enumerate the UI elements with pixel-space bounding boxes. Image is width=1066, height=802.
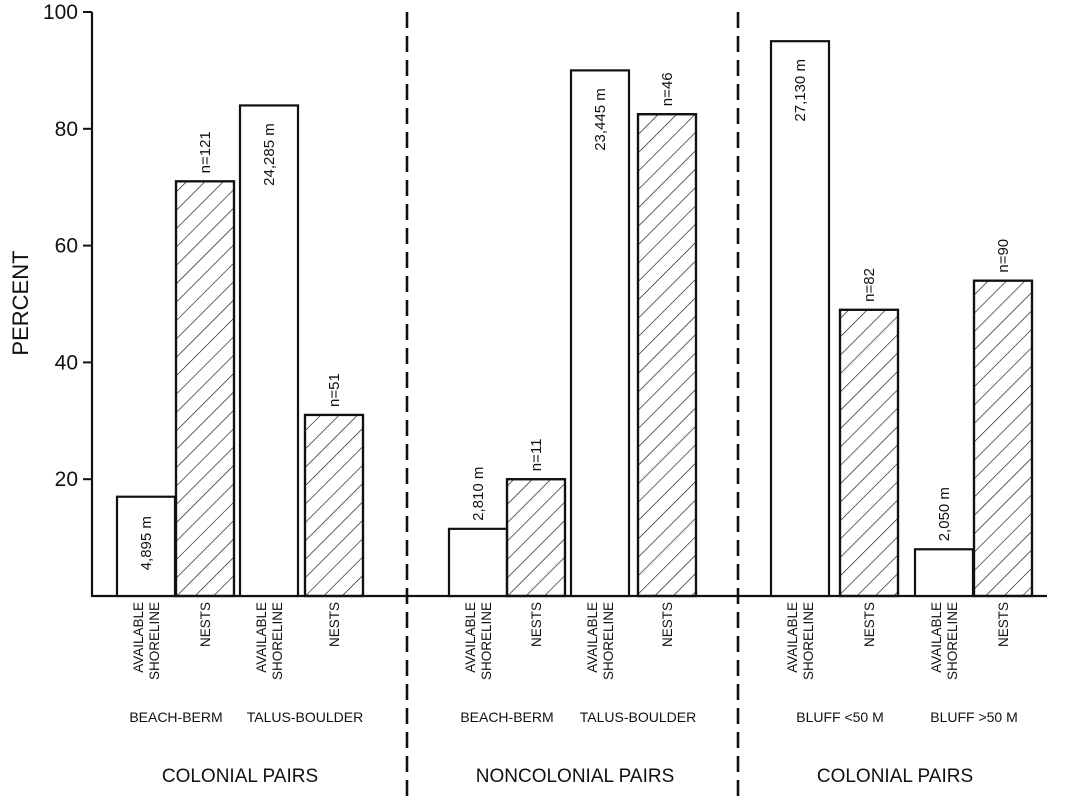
bar-nests-outline	[174, 180, 236, 598]
category-label-word: AVAILABLE	[929, 602, 944, 673]
y-ticks: 20 40 60 80 100	[43, 1, 92, 491]
bar-nests	[636, 113, 698, 598]
y-tick-label: 40	[55, 351, 78, 374]
category-label-word: AVAILABLE	[254, 602, 269, 673]
shoreline-length-label: 2,050 m	[936, 487, 953, 541]
bar-nests-outline	[838, 308, 900, 598]
group-label: COLONIAL PAIRS	[817, 766, 973, 787]
y-tick-label: 100	[43, 1, 78, 24]
group-labels: COLONIAL PAIRS NONCOLONIAL PAIRS COLONIAL …	[162, 766, 973, 787]
habitat-label: BEACH-BERM	[460, 709, 553, 725]
category-label-word: AVAILABLE	[785, 602, 800, 673]
bar-available-shoreline	[115, 495, 177, 598]
bar-nests-outline	[303, 413, 365, 598]
category-label-word: NESTS	[327, 602, 342, 647]
nests-count-label: n=90	[995, 239, 1012, 273]
nests-count-label: n=82	[861, 268, 878, 302]
category-label-word: SHORELINE	[270, 602, 285, 680]
nests-count-label: n=51	[326, 373, 343, 407]
bar-nests	[838, 308, 900, 598]
bar-available-shoreline	[569, 69, 631, 598]
category-label-word: SHORELINE	[479, 602, 494, 680]
y-tick-label: 20	[55, 468, 78, 491]
bars	[115, 40, 1034, 598]
nests-count-label: n=46	[659, 72, 676, 106]
category-label-word: AVAILABLE	[131, 602, 146, 673]
habitat-label: TALUS-BOULDER	[247, 709, 363, 725]
category-labels: AVAILABLE SHORELINE NESTS AVAILABLE SHORELIN…	[131, 602, 1011, 680]
category-label-word: NESTS	[660, 602, 675, 647]
category-label-word: NESTS	[996, 602, 1011, 647]
y-tick-label: 60	[55, 235, 78, 258]
category-label-word: AVAILABLE	[585, 602, 600, 673]
habitat-label: BEACH-BERM	[129, 709, 222, 725]
bar-nests	[505, 478, 567, 598]
bar-nests	[303, 413, 365, 598]
group-label: NONCOLONIAL PAIRS	[476, 766, 675, 787]
nests-count-label: n=11	[528, 439, 545, 472]
bar-nests-outline	[505, 478, 567, 598]
category-label-word: SHORELINE	[945, 602, 960, 680]
habitat-label: TALUS-BOULDER	[580, 709, 696, 725]
category-label-word: SHORELINE	[147, 602, 162, 680]
group-label: COLONIAL PAIRS	[162, 766, 318, 787]
bar-nests	[972, 279, 1034, 598]
shoreline-length-label: 2,810 m	[470, 467, 487, 521]
bar-available-shoreline	[769, 40, 831, 598]
category-label-word: NESTS	[198, 602, 213, 647]
category-label-word: NESTS	[529, 602, 544, 647]
shoreline-length-label: 24,285 m	[261, 123, 278, 186]
shoreline-length-label: 23,445 m	[592, 88, 609, 151]
nests-count-label: n=121	[197, 131, 214, 173]
category-label-word: SHORELINE	[601, 602, 616, 680]
y-tick-label: 80	[55, 118, 78, 141]
habitat-label: BLUFF >50 M	[930, 709, 1018, 725]
bar-available-shoreline	[913, 548, 975, 598]
shoreline-length-label: 4,895 m	[138, 516, 155, 570]
bar-available-shoreline	[447, 527, 509, 598]
bar-value-labels: 4,895 m n=121 24,285 m n=51 2,810 m n=11 23,44…	[138, 59, 1012, 570]
habitat-labels: BEACH-BERM TALUS-BOULDER BEACH-BERM TALUS-B…	[129, 709, 1017, 725]
habitat-label: BLUFF <50 M	[796, 709, 884, 725]
bar-nests	[174, 180, 236, 598]
shoreline-length-label: 27,130 m	[792, 59, 809, 122]
category-label-word: SHORELINE	[801, 602, 816, 680]
category-label-word: NESTS	[862, 602, 877, 647]
bar-nests-outline	[636, 113, 698, 598]
y-axis-label: PERCENT	[8, 250, 33, 355]
category-label-word: AVAILABLE	[463, 602, 478, 673]
bar-nests-outline	[972, 279, 1034, 598]
bar-available-shoreline	[238, 104, 300, 598]
